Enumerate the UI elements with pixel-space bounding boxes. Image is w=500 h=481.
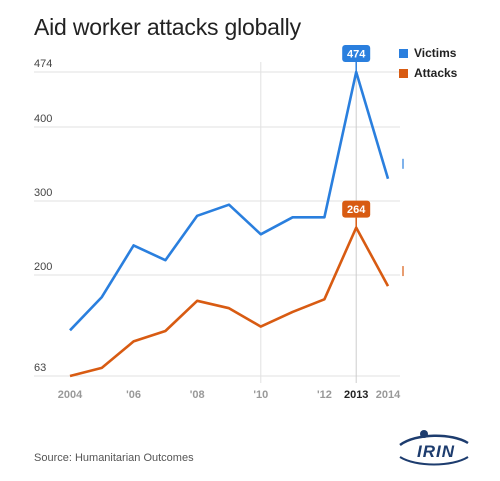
series-lines	[69, 70, 390, 378]
x-axis-tick-labels: 2004 '06 '08 '10 '12 2013 2014	[58, 389, 401, 401]
x-tick-label-2014: 2014	[376, 389, 401, 401]
callout-box-attacks	[342, 200, 371, 218]
legend-label-attacks: Attacks	[414, 66, 458, 80]
y-tick-label-474: 474	[34, 58, 52, 70]
edge-marker-attacks	[402, 266, 404, 277]
gridlines	[34, 62, 400, 383]
callout-label-victims: 474	[347, 49, 366, 61]
x-tick-label-2012: '12	[317, 389, 332, 401]
source-note: Source: Humanitarian Outcomes	[34, 452, 194, 464]
y-tick-label-400: 400	[34, 113, 52, 125]
callout-box-victims	[342, 45, 371, 62]
y-tick-label-300: 300	[34, 187, 52, 199]
callout-label-attacks: 264	[347, 204, 366, 216]
legend-swatch-attacks	[399, 68, 408, 78]
x-tick-label-2004: 2004	[58, 389, 83, 401]
x-tick-label-2008: '08	[190, 389, 205, 401]
series-line-attacks	[69, 226, 390, 378]
legend-item-attacks: Attacks	[399, 63, 457, 83]
y-tick-label-200: 200	[34, 261, 52, 273]
x-tick-label-2013: 2013	[344, 389, 368, 401]
irin-logo-mark	[399, 430, 469, 466]
y-tick-label-63: 63	[34, 362, 46, 374]
x-tick-label-2006: '06	[126, 389, 141, 401]
legend-item-victims: Victims	[399, 43, 457, 63]
y-axis-tick-labels: 63 200 300 400 474	[34, 58, 52, 374]
irin-logo-text: IRIN	[417, 442, 455, 461]
legend: Victims Attacks	[399, 43, 457, 83]
legend-label-victims: Victims	[414, 46, 457, 60]
legend-swatch-victims	[399, 48, 408, 58]
series-line-victims	[69, 70, 390, 332]
edge-markers	[402, 158, 404, 277]
value-callouts: 474 264	[342, 45, 371, 228]
chart-title: Aid worker attacks globally	[34, 14, 301, 40]
edge-marker-victims	[402, 158, 404, 169]
x-tick-label-2010: '10	[253, 389, 268, 401]
